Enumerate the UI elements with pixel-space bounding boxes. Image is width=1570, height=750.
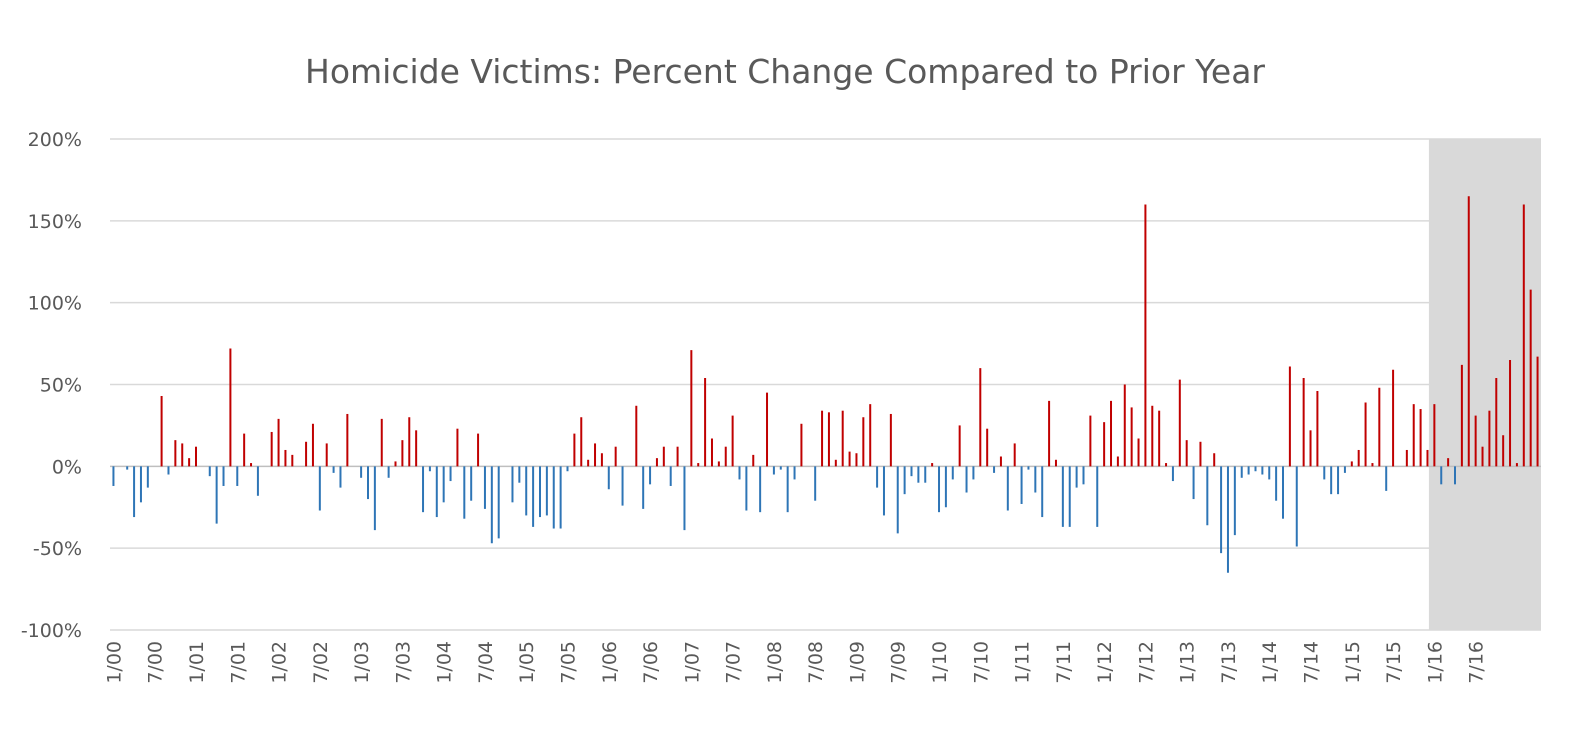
x-tick-label: 7/06 <box>640 641 662 684</box>
y-tick-label: 50% <box>40 375 82 397</box>
x-tick-label: 7/05 <box>558 641 580 684</box>
x-tick-label: 7/10 <box>970 641 992 684</box>
y-tick-label: 150% <box>28 211 82 233</box>
x-tick-label: 1/02 <box>269 641 291 684</box>
x-tick-label: 7/04 <box>475 641 497 684</box>
x-tick-label: 1/01 <box>186 641 208 684</box>
x-tick-label: 1/11 <box>1012 641 1034 684</box>
x-tick-label: 7/01 <box>227 641 249 684</box>
y-tick-label: -50% <box>33 538 82 560</box>
x-tick-label: 1/08 <box>764 641 786 684</box>
x-tick-label: 7/00 <box>145 641 167 684</box>
x-tick-label: 7/08 <box>805 641 827 684</box>
x-tick-label: 7/12 <box>1135 641 1157 684</box>
y-tick-label: -100% <box>21 620 82 642</box>
x-tick-label: 1/04 <box>434 641 456 684</box>
x-tick-label: 7/14 <box>1301 641 1323 684</box>
x-tick-label: 7/16 <box>1466 641 1488 684</box>
x-tick-label: 7/07 <box>723 641 745 684</box>
y-tick-label: 0% <box>52 456 82 478</box>
x-tick-label: 1/05 <box>516 641 538 684</box>
x-tick-label: 7/15 <box>1383 641 1405 684</box>
x-tick-label: 1/03 <box>351 641 373 684</box>
x-tick-label: 1/10 <box>929 641 951 684</box>
x-tick-label: 1/00 <box>103 641 125 684</box>
x-tick-label: 1/12 <box>1094 641 1116 684</box>
x-tick-label: 1/07 <box>681 641 703 684</box>
x-tick-label: 1/13 <box>1177 641 1199 684</box>
x-tick-label: 1/06 <box>599 641 621 684</box>
x-tick-label: 1/16 <box>1424 641 1446 684</box>
x-tick-label: 7/03 <box>392 641 414 684</box>
x-tick-label: 7/09 <box>888 641 910 684</box>
x-tick-label: 7/02 <box>310 641 332 684</box>
y-tick-label: 100% <box>28 293 82 315</box>
x-tick-label: 7/11 <box>1053 641 1075 684</box>
y-tick-label: 200% <box>28 129 82 151</box>
x-tick-label: 7/13 <box>1218 641 1240 684</box>
chart-title: Homicide Victims: Percent Change Compare… <box>305 52 1265 91</box>
x-tick-label: 1/09 <box>846 641 868 684</box>
x-tick-label: 1/14 <box>1259 641 1281 684</box>
x-tick-label: 1/15 <box>1342 641 1364 684</box>
